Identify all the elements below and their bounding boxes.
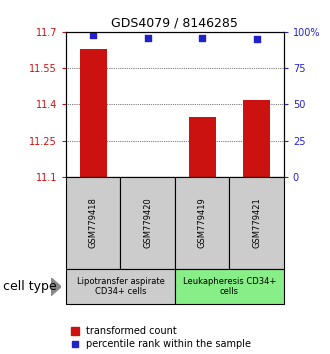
Bar bbox=[188, 116, 216, 177]
Text: GSM779419: GSM779419 bbox=[198, 198, 207, 249]
Text: GSM779420: GSM779420 bbox=[143, 198, 152, 249]
Point bbox=[90, 32, 96, 38]
Point bbox=[145, 35, 150, 40]
Legend: transformed count, percentile rank within the sample: transformed count, percentile rank withi… bbox=[71, 326, 251, 349]
Bar bbox=[175, 269, 284, 304]
Bar bbox=[66, 177, 120, 269]
Point bbox=[254, 36, 259, 42]
Title: GDS4079 / 8146285: GDS4079 / 8146285 bbox=[112, 16, 238, 29]
Bar bbox=[175, 177, 229, 269]
Bar bbox=[80, 49, 107, 177]
Point bbox=[199, 35, 205, 40]
Bar bbox=[120, 177, 175, 269]
Text: Lipotransfer aspirate
CD34+ cells: Lipotransfer aspirate CD34+ cells bbox=[77, 277, 164, 296]
Text: GSM779418: GSM779418 bbox=[89, 198, 98, 249]
Bar bbox=[66, 269, 175, 304]
Text: cell type: cell type bbox=[3, 280, 57, 293]
Bar bbox=[229, 177, 284, 269]
Bar bbox=[243, 99, 270, 177]
Text: GSM779421: GSM779421 bbox=[252, 198, 261, 249]
Polygon shape bbox=[51, 278, 61, 296]
Text: Leukapheresis CD34+
cells: Leukapheresis CD34+ cells bbox=[183, 277, 276, 296]
